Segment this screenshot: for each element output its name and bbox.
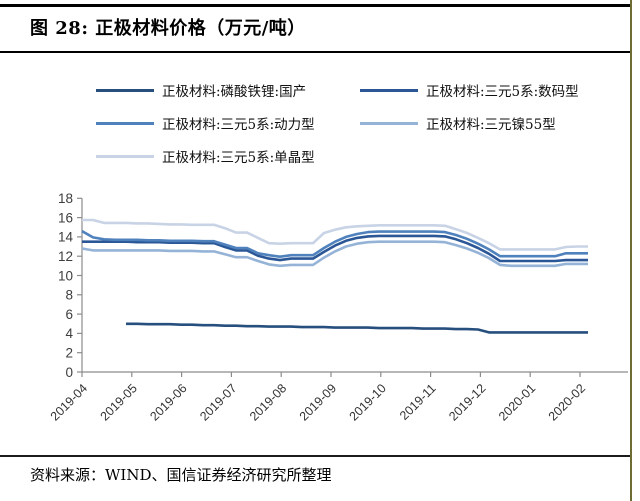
legend-label: 正极材料:三元5系:动力型 [162, 117, 315, 133]
y-tick-label: 16 [58, 210, 73, 225]
legend-label: 正极材料:三元5系:数码型 [426, 84, 579, 100]
x-tick-label: 2019-11 [397, 381, 439, 423]
legend-item: 正极材料:三元5系:动力型 [96, 113, 360, 133]
page-border-right [630, 0, 632, 501]
x-tick-label: 2019-10 [347, 381, 389, 423]
x-tick-label: 2019-12 [446, 381, 488, 423]
y-tick-label: 2 [65, 346, 73, 361]
source-note: 资料来源：WIND、国信证券经济研究所整理 [30, 466, 332, 484]
title-rule-top [0, 4, 632, 7]
chart-legend: 正极材料:磷酸铁锂:国产 正极材料:三元5系:数码型 正极材料:三元5系:动力型 正极… [96, 80, 612, 166]
y-tick-label: 14 [58, 230, 74, 245]
x-tick-label: 2019-09 [297, 381, 339, 423]
y-tick-label: 8 [65, 288, 73, 303]
x-tick-label: 2019-04 [48, 381, 90, 423]
series-line-2 [82, 234, 588, 263]
y-tick-label: 6 [65, 307, 73, 322]
y-tick-label: 10 [58, 268, 73, 283]
figure-title: 图 28: 正极材料价格（万元/吨） [30, 18, 306, 39]
title-rule-bottom [0, 51, 632, 53]
legend-item: 正极材料:三元镍55型 [360, 113, 612, 133]
legend-line-swatch [96, 88, 154, 92]
x-tick-label: 2019-05 [98, 381, 140, 423]
y-tick-label: 12 [58, 249, 73, 264]
series-line-5 [82, 218, 588, 251]
x-tick-label: 2020-02 [546, 381, 588, 423]
x-tick-label: 2019-08 [247, 381, 289, 423]
x-tick-label: 2019-07 [197, 381, 239, 423]
y-tick-label: 4 [65, 326, 73, 341]
legend-label: 正极材料:三元5系:单晶型 [162, 150, 315, 166]
x-tick-label: 2019-06 [147, 381, 189, 423]
y-tick-label: 0 [65, 365, 73, 380]
legend-label: 正极材料:三元镍55型 [426, 117, 556, 133]
source-rule [0, 455, 632, 457]
legend-line-swatch [360, 121, 418, 125]
legend-item: 正极材料:三元5系:数码型 [360, 80, 612, 100]
y-tick-label: 18 [58, 191, 73, 206]
series-line-1 [126, 322, 588, 334]
legend-item: 正极材料:磷酸铁锂:国产 [96, 80, 360, 100]
legend-item: 正极材料:三元5系:单晶型 [96, 146, 360, 166]
legend-label: 正极材料:磷酸铁锂:国产 [162, 84, 307, 100]
x-tick-label: 2020-01 [496, 381, 538, 423]
series-line-4 [81, 240, 588, 268]
series-line-3 [81, 229, 588, 258]
legend-line-swatch [96, 121, 154, 125]
legend-line-swatch [360, 88, 418, 92]
legend-line-swatch [96, 154, 154, 158]
